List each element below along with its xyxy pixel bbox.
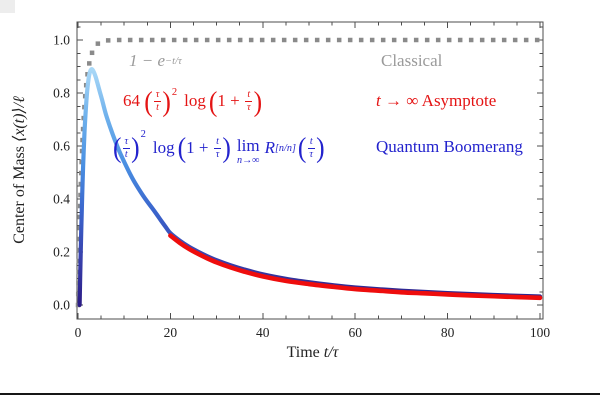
x-axis-label: Time t/τ: [286, 344, 339, 361]
x-tick-label: 0: [75, 325, 82, 340]
pade-approximant-symbol: R: [264, 138, 275, 158]
pade-subscript: [n/n]: [274, 142, 296, 154]
legend-classical: Classical: [381, 51, 443, 70]
corner-artifact: [0, 0, 15, 13]
y-tick-label: 0.0: [53, 298, 70, 313]
power-exponent: 2: [171, 87, 178, 98]
left-paren: (: [144, 85, 153, 117]
y-tick-label: 1.0: [53, 33, 70, 48]
x-tick-label: 20: [164, 325, 178, 340]
right-paren: ): [316, 131, 325, 164]
legend-boomerang: Quantum Boomerang: [376, 137, 523, 156]
legend-asymptote: t → ∞ Asymptote: [376, 91, 497, 111]
left-paren: (: [113, 131, 122, 164]
y-tick-label: 0.8: [53, 86, 70, 101]
right-paren: ): [222, 131, 231, 164]
x-tick-label: 60: [348, 325, 362, 340]
left-paren: (: [208, 85, 218, 117]
left-paren: (: [297, 131, 307, 164]
tick-labels: 0 20 40 60 80 100 0.0 0.2 0.4 0.6 0.8 1.0: [53, 33, 550, 341]
limit-operator: lim n→∞: [236, 136, 260, 166]
series-asymptote-curve: [168, 233, 543, 301]
inner-term: 1 +: [217, 91, 240, 111]
y-axis-label: Center of Mass ⟨x(t)⟩/ℓ: [11, 96, 29, 244]
legend-asymptote-variable: t: [376, 91, 381, 110]
log-operator: log: [184, 91, 206, 111]
power-exponent: 2: [140, 129, 146, 140]
y-tick-label: 0.2: [53, 245, 70, 260]
boomerang-formula-label: (τ t) 2 log(1 + t τ) lim n→∞ R [n/n](t τ): [113, 129, 325, 166]
asymptote-formula-label: 64 (τ t) 2 log(1 + t τ): [123, 85, 263, 117]
right-paren: ): [131, 131, 140, 164]
y-tick-label: 0.6: [53, 139, 70, 154]
x-tick-label: 100: [530, 325, 551, 340]
classical-formula-label: 1 − e −t/τ: [129, 51, 182, 71]
right-paren: ): [253, 85, 263, 117]
plot-frame: [76, 21, 544, 320]
classical-formula-base: 1 − e: [129, 51, 166, 70]
y-tick-label: 0.4: [53, 192, 70, 207]
bottom-divider-rule: [0, 393, 600, 395]
inner-term: 1 +: [186, 138, 209, 158]
right-paren: ): [162, 85, 171, 117]
left-paren: (: [177, 131, 187, 164]
x-tick-label: 40: [256, 325, 270, 340]
asymptote-coefficient: 64: [123, 91, 140, 111]
classical-formula-exponent: −t/τ: [165, 55, 182, 67]
series-classical-dots: [75, 37, 540, 308]
legend-asymptote-text: → ∞ Asymptote: [380, 91, 497, 110]
x-tick-label: 80: [441, 325, 455, 340]
axis-ticks: [77, 22, 543, 319]
log-operator: log: [152, 138, 175, 158]
